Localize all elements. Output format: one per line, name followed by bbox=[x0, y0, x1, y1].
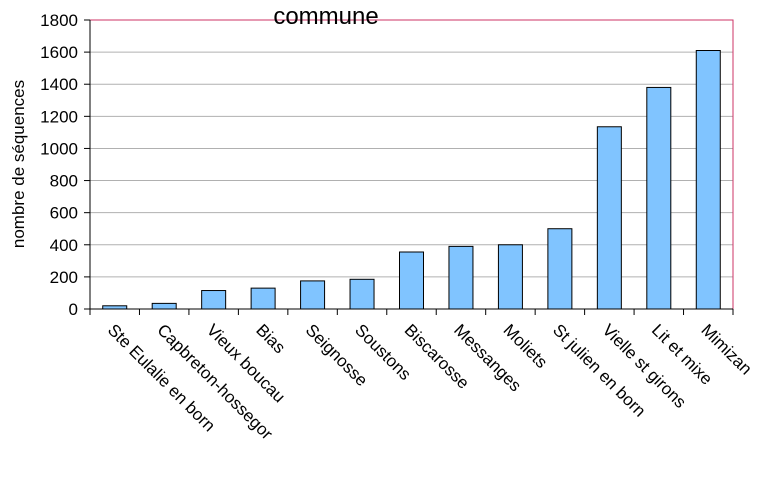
y-tick-label: 800 bbox=[50, 172, 78, 191]
y-tick-label: 1400 bbox=[40, 75, 78, 94]
y-tick-label: 200 bbox=[50, 268, 78, 287]
y-tick-label: 0 bbox=[69, 300, 78, 319]
bar bbox=[300, 280, 326, 310]
bar bbox=[646, 86, 672, 310]
chart-title: commune bbox=[273, 3, 378, 30]
bar bbox=[399, 251, 424, 310]
bar bbox=[596, 126, 622, 310]
x-tick-label: St julien en born bbox=[549, 320, 649, 420]
y-tick-label: 600 bbox=[50, 204, 78, 223]
bar bbox=[448, 245, 474, 310]
bars bbox=[102, 50, 721, 310]
bar bbox=[349, 278, 375, 310]
bar bbox=[695, 50, 721, 310]
grid-lines bbox=[90, 19, 733, 278]
y-tick-label: 1000 bbox=[40, 139, 78, 158]
x-tick-label: Bias bbox=[252, 320, 289, 357]
axes bbox=[84, 19, 734, 315]
bar bbox=[201, 290, 227, 310]
y-tick-labels: 0 200 400 600 800 1000 1200 1400 1600 1800 bbox=[40, 11, 78, 319]
x-tick-labels: Ste Eulalie en bornCapbreton-hossegorVie… bbox=[104, 320, 756, 443]
y-axis-title: nombre de séquences bbox=[9, 80, 28, 248]
y-tick-label: 400 bbox=[50, 236, 78, 255]
y-tick-label: 1200 bbox=[40, 107, 78, 126]
bar bbox=[497, 244, 523, 310]
y-tick-label: 1600 bbox=[40, 43, 78, 62]
y-tick-label: 1800 bbox=[40, 11, 78, 30]
bar bbox=[151, 302, 177, 310]
bar bbox=[250, 287, 276, 310]
bar bbox=[547, 228, 573, 310]
